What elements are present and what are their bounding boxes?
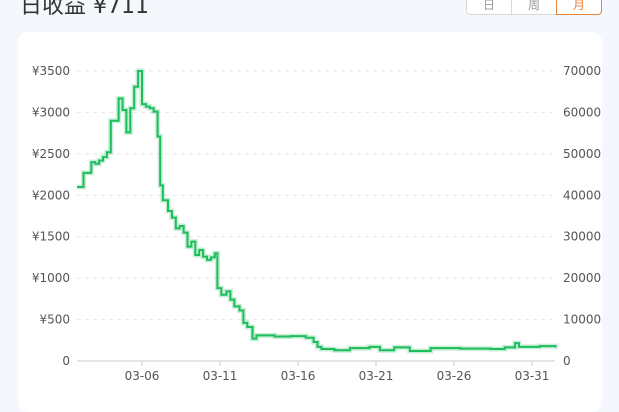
y-right-tick-label: 70000 — [563, 64, 601, 78]
x-tick-label: 03-11 — [203, 369, 238, 383]
y-left-tick-label: ¥3000 — [32, 105, 70, 119]
y-left-tick-label: ¥1500 — [32, 230, 70, 244]
series-line-glow — [77, 68, 558, 354]
page-title: 日收益 ¥711 — [20, 0, 149, 19]
period-selector: 日 周 月 — [466, 0, 602, 15]
x-tick-label: 03-31 — [515, 369, 550, 383]
x-tick-label: 03-06 — [125, 369, 160, 383]
y-left-tick-label: ¥500 — [39, 313, 70, 327]
y-right-tick-label: 60000 — [563, 105, 601, 119]
series-line — [77, 70, 557, 353]
period-week-button[interactable]: 周 — [511, 0, 557, 15]
x-tick-label: 03-21 — [359, 369, 394, 383]
x-tick-label: 03-16 — [281, 369, 316, 383]
earnings-chart: 0 0 ¥500 10000 ¥1000 20000 ¥1500 30000 ¥2000 4000… — [32, 64, 601, 383]
period-month-button[interactable]: 月 — [556, 0, 602, 15]
y-right-tick-label: 30000 — [563, 230, 601, 244]
x-tick-label: 03-26 — [437, 369, 472, 383]
period-day-button[interactable]: 日 — [466, 0, 512, 15]
y-left-tick-label: ¥3500 — [32, 64, 70, 78]
y-right-tick-label: 0 — [563, 354, 571, 368]
y-left-tick-label: ¥2000 — [32, 188, 70, 202]
y-left-tick-label: ¥1000 — [32, 271, 70, 285]
y-right-tick-label: 40000 — [563, 188, 601, 202]
y-right-tick-label: 20000 — [563, 271, 601, 285]
y-right-tick-label: 50000 — [563, 147, 601, 161]
y-right-tick-label: 10000 — [563, 313, 601, 327]
y-left-tick-label: ¥2500 — [32, 147, 70, 161]
y-left-tick-label: 0 — [62, 354, 70, 368]
